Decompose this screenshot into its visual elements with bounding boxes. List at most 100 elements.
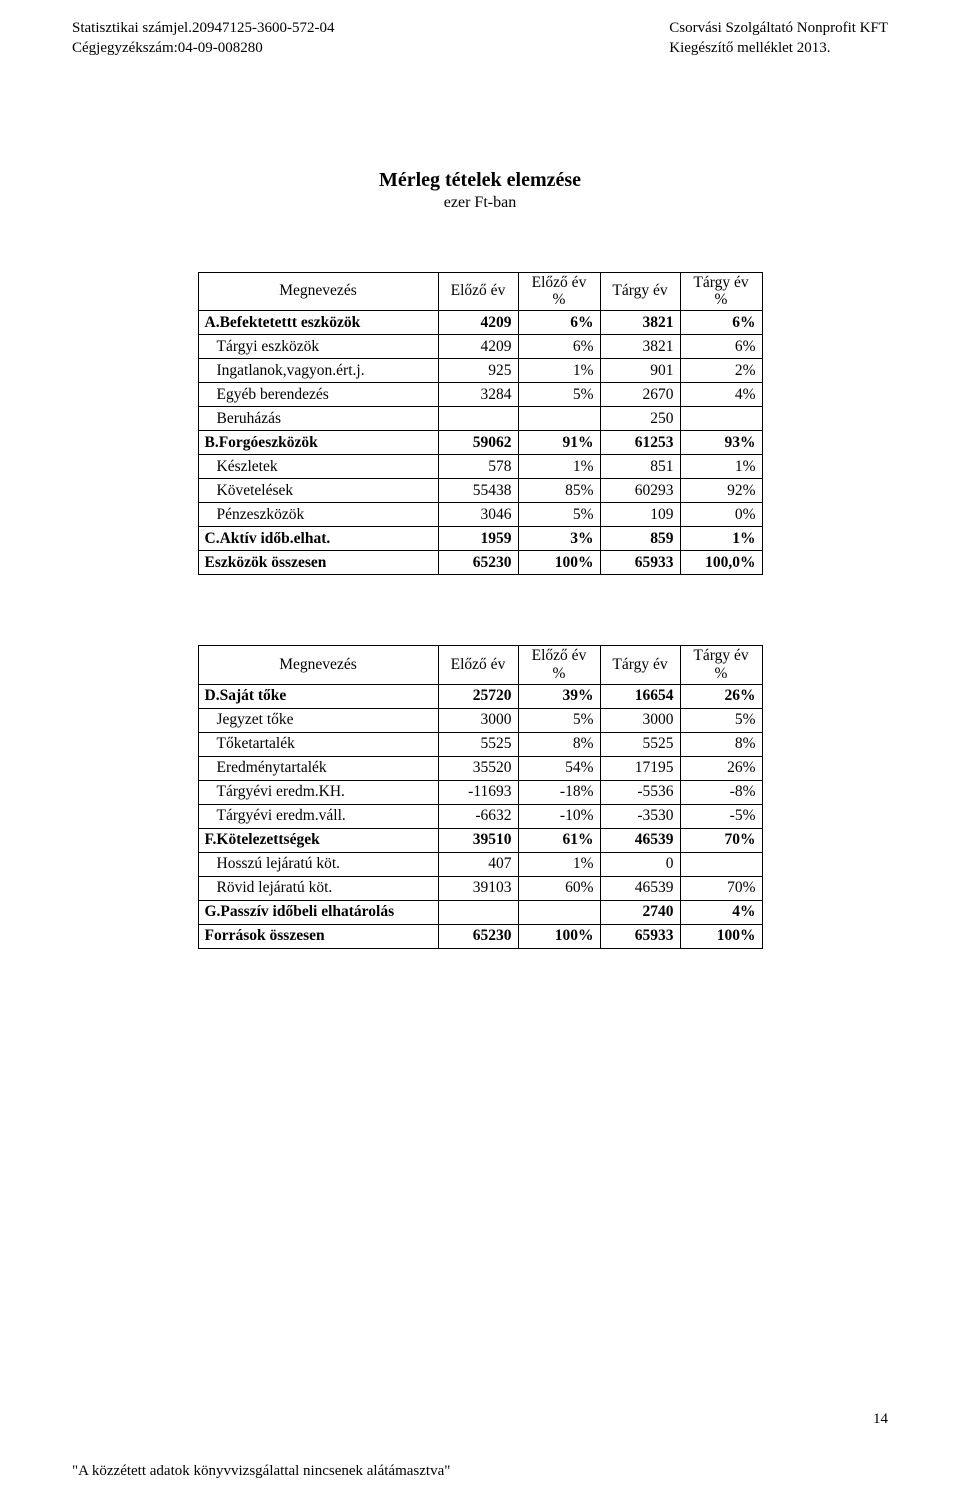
cell-prev-pct: 39% [518, 684, 600, 708]
cell-curr: -3530 [600, 804, 680, 828]
table-row: Készletek5781%8511% [198, 455, 762, 479]
cell-name: Tárgyévi eredm.KH. [198, 780, 438, 804]
cell-name: Források összesen [198, 924, 438, 948]
cell-prev: 3000 [438, 708, 518, 732]
cell-prev: 35520 [438, 756, 518, 780]
cell-prev-pct: 1% [518, 455, 600, 479]
cell-curr-pct: 2% [680, 359, 762, 383]
cell-curr-pct: 4% [680, 900, 762, 924]
cell-curr: 46539 [600, 828, 680, 852]
col-header-prev-pct: Előző év % [518, 272, 600, 311]
cell-curr: 61253 [600, 431, 680, 455]
cell-prev-pct: 5% [518, 708, 600, 732]
cell-curr-pct: 92% [680, 479, 762, 503]
cell-name: Pénzeszközök [198, 503, 438, 527]
cell-prev [438, 407, 518, 431]
table-row: Ingatlanok,vagyon.ért.j.9251%9012% [198, 359, 762, 383]
cell-curr-pct: 26% [680, 684, 762, 708]
cell-curr-pct [680, 852, 762, 876]
cell-prev: 65230 [438, 924, 518, 948]
cell-curr: 60293 [600, 479, 680, 503]
cell-curr: 65933 [600, 551, 680, 575]
cell-name: Követelések [198, 479, 438, 503]
cell-name: B.Forgóeszközök [198, 431, 438, 455]
cell-curr-pct: 70% [680, 876, 762, 900]
cell-curr-pct: 1% [680, 455, 762, 479]
table-row: Tőketartalék55258%55258% [198, 732, 762, 756]
cell-prev-pct: 61% [518, 828, 600, 852]
cell-curr-pct: 6% [680, 335, 762, 359]
table-row: Hosszú lejáratú köt.4071%0 [198, 852, 762, 876]
page-header: Statisztikai számjel.20947125-3600-572-0… [72, 18, 888, 59]
cell-prev: 407 [438, 852, 518, 876]
cell-curr: 3821 [600, 311, 680, 335]
cell-curr: 859 [600, 527, 680, 551]
cell-prev-pct: 85% [518, 479, 600, 503]
cell-prev-pct: -10% [518, 804, 600, 828]
table-header-row: Megnevezés Előző év Előző év % Tárgy év … [198, 646, 762, 685]
cell-prev-pct [518, 900, 600, 924]
header-right: Csorvási Szolgáltató Nonprofit KFT Kiegé… [669, 18, 888, 59]
table-row: Tárgyévi eredm.KH.-11693-18%-5536-8% [198, 780, 762, 804]
cell-curr: 3000 [600, 708, 680, 732]
table-row: Követelések5543885%6029392% [198, 479, 762, 503]
cell-prev-pct: 8% [518, 732, 600, 756]
cell-curr: 65933 [600, 924, 680, 948]
cell-name: A.Befektetettt eszközök [198, 311, 438, 335]
cell-prev: -11693 [438, 780, 518, 804]
page-number: 14 [873, 1411, 888, 1428]
cell-prev-pct: 60% [518, 876, 600, 900]
col-header-curr: Tárgy év [600, 272, 680, 311]
cell-curr: 851 [600, 455, 680, 479]
cell-curr-pct: 93% [680, 431, 762, 455]
cell-curr-pct: 5% [680, 708, 762, 732]
cell-name: C.Aktív időb.elhat. [198, 527, 438, 551]
cell-prev-pct: 3% [518, 527, 600, 551]
cell-prev: 39103 [438, 876, 518, 900]
table-row: Eszközök összesen65230100%65933100,0% [198, 551, 762, 575]
cell-curr-pct: -8% [680, 780, 762, 804]
cell-curr: 901 [600, 359, 680, 383]
col-header-curr: Tárgy év [600, 646, 680, 685]
cell-name: Jegyzet tőke [198, 708, 438, 732]
cell-curr-pct: 4% [680, 383, 762, 407]
cell-name: Eredménytartalék [198, 756, 438, 780]
cell-prev-pct: 1% [518, 852, 600, 876]
cell-name: G.Passzív időbeli elhatárolás [198, 900, 438, 924]
cell-prev: 578 [438, 455, 518, 479]
cell-prev: 65230 [438, 551, 518, 575]
cell-curr: 2740 [600, 900, 680, 924]
col-header-prev: Előző év [438, 646, 518, 685]
col-header-prev-pct: Előző év % [518, 646, 600, 685]
header-left: Statisztikai számjel.20947125-3600-572-0… [72, 18, 334, 59]
cell-prev-pct: -18% [518, 780, 600, 804]
cell-name: Tárgyi eszközök [198, 335, 438, 359]
cell-prev-pct: 100% [518, 924, 600, 948]
col-header-name: Megnevezés [198, 272, 438, 311]
table-row: C.Aktív időb.elhat.19593%8591% [198, 527, 762, 551]
cell-curr: 46539 [600, 876, 680, 900]
cell-prev: 59062 [438, 431, 518, 455]
cell-curr: 250 [600, 407, 680, 431]
col-header-prev: Előző év [438, 272, 518, 311]
cell-curr: 16654 [600, 684, 680, 708]
cell-prev-pct: 100% [518, 551, 600, 575]
cell-curr: 17195 [600, 756, 680, 780]
cell-curr: 109 [600, 503, 680, 527]
cell-curr-pct: 8% [680, 732, 762, 756]
cell-curr: -5536 [600, 780, 680, 804]
page-title: Mérleg tételek elemzése [72, 169, 888, 192]
table-row: A.Befektetettt eszközök42096%38216% [198, 311, 762, 335]
cell-prev-pct: 6% [518, 335, 600, 359]
cell-name: Ingatlanok,vagyon.ért.j. [198, 359, 438, 383]
cell-name: Beruházás [198, 407, 438, 431]
table-row: Források összesen65230100%65933100% [198, 924, 762, 948]
cell-prev: 3284 [438, 383, 518, 407]
cell-prev: 4209 [438, 311, 518, 335]
cell-name: Rövid lejáratú köt. [198, 876, 438, 900]
cell-curr-pct: 0% [680, 503, 762, 527]
stat-id: Statisztikai számjel.20947125-3600-572-0… [72, 18, 334, 38]
company-name: Csorvási Szolgáltató Nonprofit KFT [669, 18, 888, 38]
col-header-curr-pct: Tárgy év % [680, 272, 762, 311]
table-row: Eredménytartalék3552054%1719526% [198, 756, 762, 780]
